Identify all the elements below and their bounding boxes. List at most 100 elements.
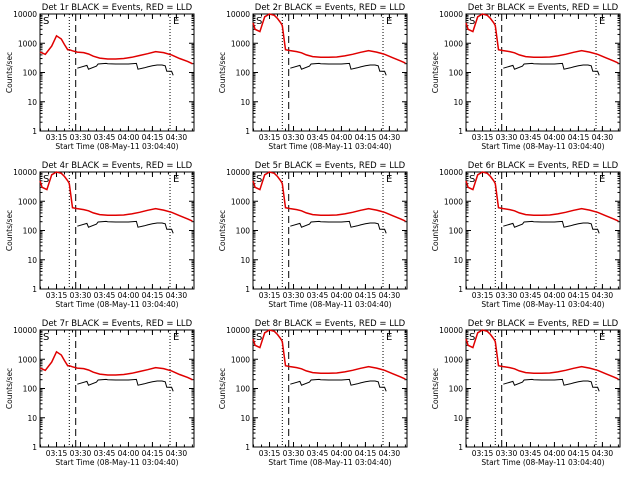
y-tick-label: 10000: [226, 326, 250, 335]
chart-panel: Det 9r BLACK = Events, RED = LLD 1 10 100 10…: [431, 319, 621, 467]
x-tick-label: 03:30: [283, 291, 305, 300]
chart-title: Det 2r BLACK = Events, RED = LLD: [255, 3, 406, 13]
start-marker: S: [43, 174, 49, 185]
x-tick-label: 03:30: [283, 133, 305, 142]
x-tick-label: 04:30: [166, 133, 188, 142]
lld-series-line: [465, 13, 619, 64]
x-tick-label: 03:15: [259, 133, 281, 142]
x-axis-label: Start Time (08-May-11 03:04:40): [268, 458, 391, 467]
events-series-line: [503, 62, 600, 76]
plot-frame: [39, 329, 195, 448]
x-axis-label: Start Time (08-May-11 03:04:40): [481, 458, 604, 467]
events-series-line: [290, 62, 387, 76]
x-tick-label: 04:30: [592, 449, 614, 458]
y-tick-label: 1: [458, 285, 463, 294]
x-tick-label: 04:00: [331, 133, 353, 142]
x-axis-label: Start Time (08-May-11 03:04:40): [55, 458, 178, 467]
x-tick-label: 03:30: [283, 449, 305, 458]
x-tick-label: 03:30: [70, 449, 92, 458]
y-tick-label: 100: [236, 385, 251, 394]
y-tick-label: 1: [32, 127, 37, 136]
chart-title: Det 8r BLACK = Events, RED = LLD: [255, 319, 406, 329]
start-marker: S: [256, 332, 262, 343]
start-marker: S: [469, 332, 475, 343]
start-marker: S: [256, 174, 262, 185]
x-tick-label: 03:15: [259, 291, 281, 300]
y-axis-label: Counts/sec: [218, 52, 227, 93]
y-tick-label: 10000: [226, 168, 250, 177]
x-tick-label: 04:30: [379, 133, 401, 142]
y-axis-label: Counts/sec: [5, 52, 14, 93]
x-tick-label: 03:30: [70, 133, 92, 142]
x-tick-label: 03:30: [496, 133, 518, 142]
y-tick-label: 1000: [18, 197, 37, 206]
end-marker: E: [386, 332, 392, 343]
y-axis-label: Counts/sec: [431, 52, 440, 93]
chart-title: Det 5r BLACK = Events, RED = LLD: [255, 161, 406, 171]
end-marker: E: [386, 16, 392, 27]
y-tick-label: 10: [27, 414, 37, 423]
start-marker: S: [43, 332, 49, 343]
x-tick-label: 04:30: [592, 291, 614, 300]
y-tick-label: 100: [449, 385, 464, 394]
y-tick-label: 100: [449, 69, 464, 78]
x-tick-label: 03:30: [70, 291, 92, 300]
x-tick-label: 04:30: [166, 449, 188, 458]
x-tick-label: 03:45: [520, 291, 542, 300]
lld-series-line: [39, 34, 193, 65]
y-tick-label: 1: [245, 285, 250, 294]
y-tick-label: 10: [453, 414, 463, 423]
y-tick-label: 1: [245, 443, 250, 452]
end-marker: E: [173, 332, 179, 343]
start-marker: S: [256, 16, 262, 27]
start-marker: S: [43, 16, 49, 27]
y-axis-label: Counts/sec: [5, 368, 14, 409]
events-series-line: [77, 220, 174, 234]
end-marker: E: [386, 174, 392, 185]
y-tick-label: 10: [27, 98, 37, 107]
x-tick-label: 04:00: [331, 449, 353, 458]
chart-title: Det 3r BLACK = Events, RED = LLD: [468, 3, 619, 13]
x-tick-label: 03:45: [520, 133, 542, 142]
x-tick-label: 04:00: [331, 291, 353, 300]
x-tick-label: 03:15: [46, 291, 68, 300]
y-axis-label: Counts/sec: [218, 210, 227, 251]
events-series-line: [503, 378, 600, 392]
end-marker: E: [173, 174, 179, 185]
chart-panel: Det 2r BLACK = Events, RED = LLD 1 10 100 10…: [218, 3, 408, 151]
x-tick-label: 03:15: [46, 449, 68, 458]
x-axis-label: Start Time (08-May-11 03:04:40): [481, 300, 604, 309]
x-tick-label: 03:15: [472, 449, 494, 458]
end-marker: E: [599, 332, 605, 343]
events-series-line: [77, 62, 174, 76]
lld-series-line: [39, 350, 193, 381]
x-tick-label: 03:15: [259, 449, 281, 458]
x-tick-label: 03:45: [307, 449, 329, 458]
y-tick-label: 10000: [226, 10, 250, 19]
x-tick-label: 03:45: [307, 133, 329, 142]
x-tick-label: 03:15: [472, 291, 494, 300]
x-tick-label: 04:15: [355, 449, 377, 458]
x-tick-label: 04:15: [142, 133, 164, 142]
y-tick-label: 1000: [444, 355, 463, 364]
plot-frame: [252, 171, 408, 290]
end-marker: E: [599, 16, 605, 27]
x-tick-label: 04:15: [142, 449, 164, 458]
x-tick-label: 03:30: [496, 449, 518, 458]
chart-title: Det 1r BLACK = Events, RED = LLD: [42, 3, 193, 13]
x-axis-label: Start Time (08-May-11 03:04:40): [268, 300, 391, 309]
x-axis-label: Start Time (08-May-11 03:04:40): [268, 142, 391, 151]
y-tick-label: 10: [453, 256, 463, 265]
x-tick-label: 04:00: [544, 449, 566, 458]
x-tick-label: 04:15: [568, 133, 590, 142]
plot-frame: [465, 13, 621, 132]
x-tick-label: 04:00: [544, 133, 566, 142]
x-tick-label: 04:15: [355, 291, 377, 300]
events-series-line: [503, 220, 600, 234]
y-tick-label: 10000: [13, 10, 37, 19]
y-tick-label: 1000: [231, 39, 250, 48]
plot-frame: [465, 171, 621, 290]
y-tick-label: 10000: [439, 326, 463, 335]
x-tick-label: 03:30: [496, 291, 518, 300]
